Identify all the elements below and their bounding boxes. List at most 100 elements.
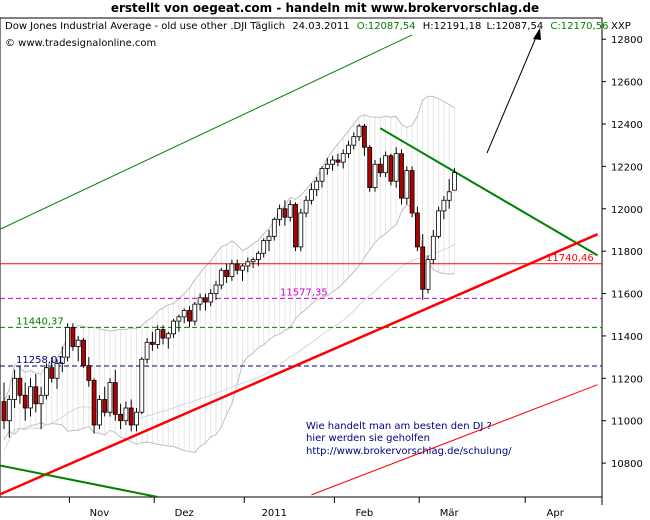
horizontal-levels	[0, 263, 602, 367]
candle-body	[377, 163, 383, 174]
candle	[282, 200, 288, 226]
candle-body	[181, 310, 187, 318]
candle-body	[70, 327, 76, 347]
candle-body	[86, 365, 92, 381]
candle	[346, 140, 351, 158]
candle	[372, 160, 378, 192]
header-title: Dow Jones Industrial Average - old use o…	[5, 21, 285, 32]
chart-header: Dow Jones Industrial Average - old use o…	[5, 21, 608, 32]
x-tick-label: Feb	[356, 508, 374, 519]
candle-body	[33, 386, 39, 405]
candle-body	[404, 170, 410, 199]
candle-body	[75, 339, 81, 347]
bollinger-bands	[3, 95, 455, 453]
candle	[181, 308, 187, 324]
candle-body	[28, 386, 33, 409]
candle-body	[340, 153, 346, 163]
x-tick-label: 2011	[262, 508, 287, 519]
candle-body	[436, 210, 442, 237]
x-tick-label: Dez	[175, 508, 194, 519]
candle-body	[287, 204, 293, 218]
candle	[229, 259, 235, 281]
y-tick-label: 12000	[611, 205, 643, 216]
candle-body	[49, 367, 55, 379]
candle	[255, 251, 261, 266]
candle	[271, 217, 277, 241]
candle	[293, 202, 298, 252]
candle	[118, 403, 123, 430]
candle	[414, 206, 420, 252]
candle	[112, 369, 118, 421]
y-tick-label: 12200	[611, 162, 643, 173]
candle-body	[17, 377, 23, 396]
candle-body	[213, 284, 219, 294]
candle-body	[271, 218, 277, 237]
candle-body	[388, 155, 394, 182]
candle-body	[59, 356, 65, 364]
candle-body	[165, 333, 171, 339]
candle	[340, 149, 346, 169]
target-arrow	[486, 34, 538, 154]
candle	[54, 359, 60, 389]
candle-body	[240, 265, 245, 271]
banner-title: erstellt von oegeat.com - handeln mit ww…	[110, 1, 540, 15]
candle-body	[224, 269, 230, 277]
lower-band	[3, 203, 455, 453]
candle	[134, 407, 139, 432]
header-open: O:12087,54	[357, 21, 416, 32]
y-tick-label: 11000	[611, 417, 643, 428]
candle-body	[346, 144, 351, 155]
candle-body	[245, 261, 251, 267]
candle	[425, 255, 431, 294]
candle	[319, 166, 325, 188]
y-tick-label: 11200	[611, 374, 643, 385]
candle	[266, 229, 272, 252]
candle	[202, 293, 208, 311]
candle	[59, 346, 65, 372]
level-label: 11577,35	[280, 287, 328, 298]
candle-body	[81, 339, 86, 366]
candle	[314, 176, 320, 197]
candle	[361, 123, 367, 156]
candle-body	[255, 252, 261, 261]
candle-body	[414, 212, 420, 248]
candle	[1, 382, 7, 430]
candle-body	[65, 327, 70, 358]
candle-body	[372, 163, 378, 188]
candle	[234, 259, 240, 275]
candle	[208, 289, 214, 307]
y-tick-label: 12600	[611, 78, 643, 89]
candle-body	[171, 320, 177, 335]
header-date: 24.03.2011	[292, 21, 349, 32]
candle	[81, 338, 86, 368]
candle	[388, 153, 394, 186]
level-label: 11258,01	[16, 355, 64, 366]
candle-body	[356, 125, 362, 138]
annotation-link[interactable]: http://www.brokervorschlag.de/schulung/	[306, 446, 512, 457]
candle	[102, 386, 108, 417]
candle	[65, 323, 70, 362]
y-tick-label: 10800	[611, 459, 643, 470]
candle	[452, 168, 457, 191]
support-trendline	[0, 233, 599, 496]
candle	[22, 382, 28, 421]
candle	[287, 200, 293, 222]
candle-body	[6, 399, 12, 422]
candle	[351, 132, 357, 150]
candle	[404, 166, 410, 205]
candle	[171, 318, 177, 339]
moving-average	[3, 243, 455, 451]
candle-body	[202, 297, 208, 303]
candle	[97, 395, 102, 430]
candle	[218, 268, 224, 290]
candle-body	[330, 159, 336, 165]
candle	[160, 325, 166, 345]
candle-body	[107, 382, 113, 413]
candle	[224, 263, 230, 283]
x-tick-label: Mär	[440, 508, 460, 519]
lower-channel-line	[311, 384, 598, 496]
candle-body	[303, 199, 309, 214]
candle	[250, 257, 256, 269]
annotation-line-2: hier werden sie geholfen	[306, 433, 430, 444]
copyright-text: © www.tradesignalonline.com	[5, 38, 156, 49]
